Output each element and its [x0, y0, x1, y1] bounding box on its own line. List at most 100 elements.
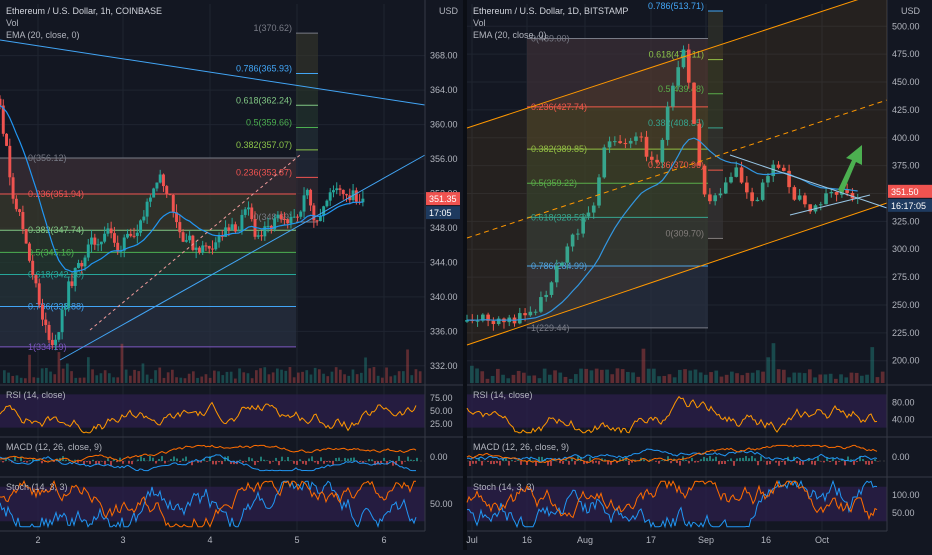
macd-histogram-bar [329, 461, 331, 462]
macd-histogram-bar [296, 461, 298, 465]
candle-body [257, 235, 260, 237]
volume-bar [688, 371, 692, 383]
macd-histogram-bar [799, 461, 801, 465]
volume-bar [238, 368, 241, 383]
macd-histogram-bar [368, 459, 370, 461]
macd-histogram-bar [2, 461, 4, 462]
volume-bar [808, 369, 812, 383]
macd-histogram-bar [131, 461, 133, 464]
macd-histogram-bar [140, 456, 142, 461]
macd-histogram-bar [143, 458, 145, 461]
ema-label: EMA (20, close, 0) [6, 30, 80, 40]
macd-histogram-bar [655, 461, 657, 462]
macd-histogram-bar [697, 461, 699, 462]
candle-body [201, 245, 204, 252]
fib-retracement-zone [0, 307, 296, 347]
macd-histogram-bar [661, 460, 663, 461]
macd-histogram-bar [481, 461, 483, 465]
volume-bar [714, 371, 718, 383]
macd-histogram-bar [751, 456, 753, 461]
volume-bar [522, 373, 526, 383]
candle-body [250, 207, 253, 219]
volume-bar [16, 375, 19, 383]
price-axis-label: 364.00 [430, 85, 458, 95]
macd-histogram-bar [158, 459, 160, 461]
volume-bar [83, 378, 86, 383]
volume-bar [209, 378, 212, 383]
volume-bar [226, 372, 229, 383]
candle-body [18, 209, 21, 212]
volume-bar [339, 370, 342, 383]
volume-bar [188, 374, 191, 383]
candle-body [296, 217, 299, 218]
candle-body [335, 188, 338, 190]
candle-body [126, 234, 129, 238]
volume-bar [108, 373, 111, 383]
volume-bar [720, 377, 724, 383]
candle-body [44, 320, 47, 325]
rsi-tick: 75.00 [430, 393, 453, 403]
candle-body [195, 248, 198, 250]
volume-bar [569, 379, 573, 383]
macd-histogram-bar [212, 461, 214, 464]
volume-bar [331, 372, 334, 383]
candle-body [325, 201, 328, 207]
macd-histogram-bar [260, 457, 262, 461]
volume-bar [480, 371, 484, 383]
volume-bar [470, 366, 474, 383]
macd-histogram-bar [353, 458, 355, 461]
candle-body [162, 175, 165, 187]
volume-bar [171, 370, 174, 383]
candle-body [309, 190, 312, 206]
candle-body [97, 244, 100, 245]
candle-body [276, 215, 279, 219]
macd-histogram-bar [86, 461, 88, 462]
macd-histogram-bar [811, 461, 813, 464]
volume-bar [548, 375, 552, 383]
fib-retracement-label: 0.5(345.16) [28, 247, 74, 257]
macd-histogram-bar [305, 461, 307, 465]
volume-bar [368, 368, 371, 383]
volume-bar [657, 376, 661, 383]
rsi-tick: 80.00 [892, 397, 915, 407]
macd-histogram-bar [862, 459, 864, 461]
price-axis-label: 400.00 [892, 133, 920, 143]
volume-bar [642, 349, 646, 383]
volume-bar [818, 375, 822, 383]
price-axis-label: 340.00 [430, 292, 458, 302]
pane-divider [463, 0, 467, 550]
macd-histogram-bar [592, 461, 594, 463]
volume-bar [844, 377, 848, 383]
macd-histogram-bar [838, 461, 840, 462]
time-axis-label: 4 [207, 535, 212, 545]
macd-histogram-bar [251, 458, 253, 461]
candle-body [15, 199, 18, 209]
volume-bar [678, 370, 682, 383]
macd-histogram-bar [359, 461, 361, 462]
macd-histogram-bar [871, 461, 873, 464]
macd-histogram-bar [323, 461, 325, 464]
volume-bar [58, 352, 61, 383]
volume-bar [234, 379, 237, 383]
candle-body [286, 219, 289, 223]
macd-histogram-bar [107, 459, 109, 461]
macd-histogram-bar [730, 458, 732, 461]
macd-histogram-bar [475, 461, 477, 464]
time-axis-label: Oct [815, 535, 830, 545]
volume-bar [142, 363, 145, 383]
macd-histogram-bar [712, 459, 714, 461]
volume-bar [709, 372, 713, 383]
volume-bar [293, 377, 296, 383]
price-axis-label: 275.00 [892, 272, 920, 282]
volume-bar [590, 370, 594, 383]
time-axis-label: 16 [522, 535, 532, 545]
macd-histogram-bar [688, 461, 690, 463]
macd-histogram-bar [275, 458, 277, 461]
macd-histogram-bar [778, 461, 780, 466]
currency-label: USD [439, 6, 459, 16]
candle-body [332, 190, 335, 192]
candle-body [139, 220, 142, 232]
volume-bar [740, 375, 744, 383]
volume-bar [415, 369, 418, 383]
